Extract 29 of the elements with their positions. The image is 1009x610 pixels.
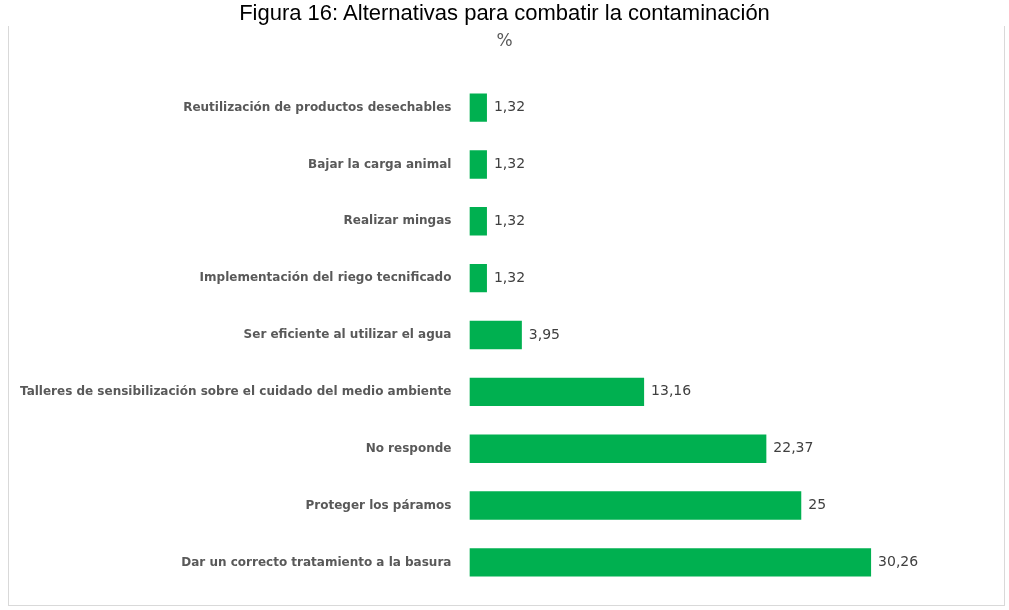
data-label: 25: [808, 496, 827, 513]
y-tick-label: Talleres de sensibilización sobre el cuidado del medio ambiente: [19, 383, 452, 398]
bar: [469, 377, 645, 407]
y-tick-label: Bajar la carga animal: [308, 156, 452, 171]
chart-title: Figura 16: Alternativas para combatir la contaminación: [0, 0, 1009, 26]
y-tick-label: Implementación del riego tecnificado: [199, 270, 452, 285]
data-label: 13,16: [651, 382, 692, 399]
y-tick-label: Dar un correcto tratamiento a la basura: [181, 554, 452, 569]
data-label: 1,32: [493, 268, 526, 285]
bar: [469, 207, 487, 236]
data-label: 22,37: [773, 439, 814, 456]
bar: [469, 93, 487, 122]
y-tick-label: Reutilización de productos desechables: [183, 99, 452, 114]
y-tick-label: Ser eficiente al utilizar el agua: [243, 327, 452, 342]
data-label: 1,32: [493, 98, 526, 115]
bar: [469, 548, 872, 577]
data-label: 3,95: [528, 325, 561, 342]
bar: [469, 434, 767, 463]
y-tick-label: No responde: [365, 440, 452, 455]
data-label: 30,26: [878, 553, 919, 570]
bar: [469, 320, 522, 350]
y-tick-label: Proteger los páramos: [305, 497, 452, 512]
data-label: 1,32: [493, 211, 526, 228]
data-label: 1,32: [493, 155, 526, 172]
chart-subtitle: %: [495, 30, 514, 50]
bar: [469, 263, 487, 293]
bar: [469, 491, 802, 520]
y-tick-label: Realizar mingas: [343, 213, 452, 228]
bar: [469, 150, 487, 179]
